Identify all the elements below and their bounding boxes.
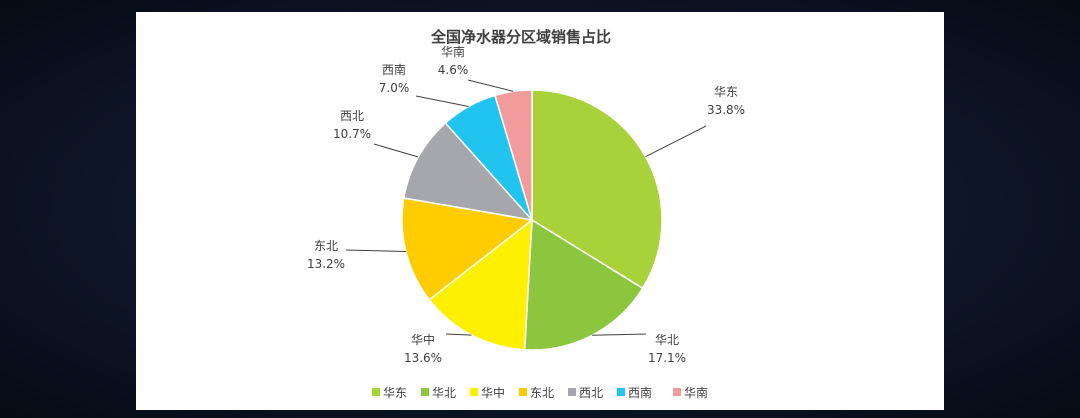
- legend-swatch-3: [470, 388, 478, 396]
- legend: 华东 华北 华中 东北 西北 西南 华南: [372, 385, 708, 400]
- legend-swatch-4: [519, 388, 527, 396]
- legend-label-7: 华南: [684, 385, 708, 400]
- legend-swatch-7: [673, 388, 681, 396]
- slice-label-name-1: 华东: [714, 85, 738, 99]
- slice-label-name-3: 华中: [411, 332, 435, 347]
- pie-slice-4: [401, 197, 534, 301]
- slice-label-value-6: 7.0%: [379, 81, 410, 95]
- slice-label-value-3: 13.6%: [404, 351, 442, 365]
- leader-line-4: [345, 249, 406, 253]
- slice-label-value-4: 13.2%: [307, 257, 345, 271]
- slice-label-name-5: 西北: [340, 109, 364, 123]
- chart-panel: 全国净水器分区域销售占比 华东 33.8% 华北 17.1% 华中 13.6% 东北 13.2…: [136, 12, 944, 410]
- slice-label-value-7: 4.6%: [438, 63, 469, 77]
- slice-label-value-5: 10.7%: [333, 127, 371, 141]
- chart-title: 全国净水器分区域销售占比: [430, 28, 611, 46]
- legend-label-3: 华中: [481, 385, 505, 400]
- legend-swatch-2: [421, 388, 429, 396]
- leader-line-3: [445, 333, 472, 336]
- pie-slice-1: [531, 89, 663, 290]
- legend-label-4: 东北: [530, 386, 554, 400]
- slice-label-name-7: 华南: [441, 44, 465, 59]
- leader-line-1: [645, 125, 707, 158]
- data-labels: 华东 33.8% 华北 17.1% 华中 13.6% 东北 13.2% 西北 10.7% 西南 7.0…: [307, 44, 745, 365]
- slice-label-value-1: 33.8%: [707, 103, 745, 117]
- slice-label-name-4: 东北: [314, 239, 338, 253]
- pie-chart: 全国净水器分区域销售占比 华东 33.8% 华北 17.1% 华中 13.6% 东北 13.2…: [307, 28, 745, 400]
- pie-slice-2: [523, 218, 644, 351]
- pie-slices: [401, 89, 663, 351]
- leader-line-5: [373, 143, 419, 158]
- legend-swatch-6: [617, 388, 625, 396]
- legend-label-5: 西北: [579, 386, 603, 400]
- legend-label-1: 华东: [383, 386, 407, 400]
- pie-slice-3: [428, 218, 533, 351]
- pie-slice-7: [494, 89, 533, 221]
- leader-line-7: [467, 79, 514, 92]
- leader-lines: [345, 79, 707, 336]
- legend-swatch-1: [372, 388, 380, 396]
- slice-label-name-6: 西南: [382, 62, 406, 77]
- leader-line-6: [415, 95, 469, 107]
- slice-label-name-2: 华北: [655, 333, 679, 347]
- legend-label-6: 西南: [628, 385, 652, 400]
- leader-line-2: [592, 333, 647, 336]
- legend-swatch-5: [568, 388, 576, 396]
- legend-label-2: 华北: [432, 386, 456, 400]
- slice-label-value-2: 17.1%: [648, 351, 686, 365]
